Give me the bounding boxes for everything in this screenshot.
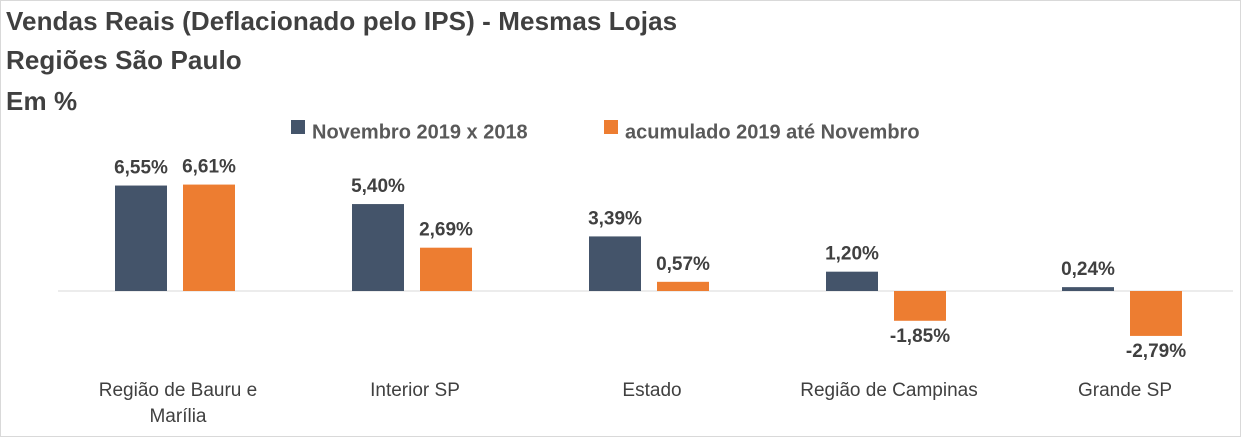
bar-2-3 — [657, 281, 709, 291]
chart-subtitle: Regiões São Paulo — [6, 45, 242, 75]
category-label-2: Interior SP — [370, 380, 460, 401]
data-label-2-3: 0,57% — [656, 254, 710, 275]
category-label-3: Estado — [622, 380, 681, 401]
legend-label-2: acumulado 2019 até Novembro — [625, 121, 920, 143]
legend-swatch-1 — [291, 120, 305, 134]
data-label-2-4: -1,85% — [890, 326, 950, 347]
bar-2-4 — [894, 291, 946, 321]
data-label-1-5: 0,24% — [1061, 259, 1115, 280]
category-label-4: Região de Campinas — [800, 380, 977, 401]
bar-2-5 — [1130, 291, 1182, 336]
bar-1-3 — [589, 236, 641, 291]
data-label-1-4: 1,20% — [825, 244, 879, 265]
category-label-1-line1: Região de Bauru e — [99, 380, 257, 401]
data-label-2-5: -2,79% — [1126, 341, 1186, 362]
data-label-1-1: 6,55% — [114, 158, 168, 179]
data-label-2-2: 2,69% — [419, 220, 473, 241]
legend-label-1: Novembro 2019 x 2018 — [312, 121, 528, 143]
legend-swatch-2 — [604, 120, 618, 134]
bar-1-5 — [1062, 287, 1114, 291]
data-label-1-2: 5,40% — [351, 176, 405, 197]
data-label-1-3: 3,39% — [588, 208, 642, 229]
bar-1-1 — [115, 185, 167, 291]
bar-1-2 — [352, 204, 404, 291]
category-label-1-line2: Marília — [149, 406, 206, 427]
category-label-5: Grande SP — [1078, 380, 1172, 401]
bar-2-2 — [420, 247, 472, 291]
unit-label: Em % — [6, 86, 78, 116]
chart-title: Vendas Reais (Deflacionado pelo IPS) - M… — [6, 6, 678, 36]
bar-2-1 — [183, 184, 235, 291]
bar-1-4 — [826, 271, 878, 291]
data-label-2-1: 6,61% — [182, 157, 236, 178]
